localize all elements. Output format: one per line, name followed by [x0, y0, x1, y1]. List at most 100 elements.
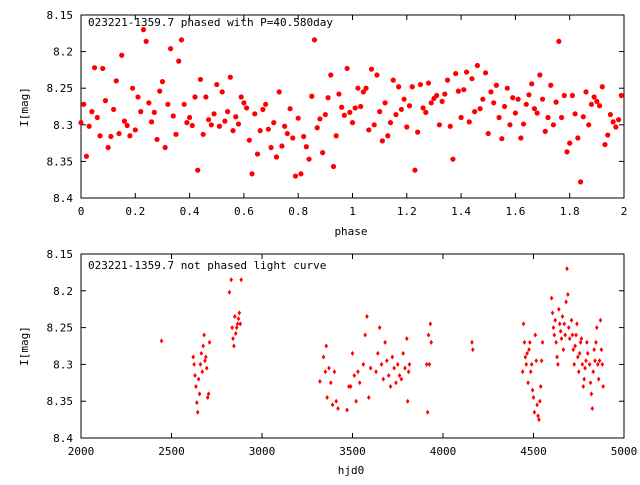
- phased-data-point: [222, 118, 228, 124]
- phased-data-point: [352, 105, 358, 111]
- unphased-data-point: [429, 339, 434, 345]
- phased-data-point: [349, 120, 356, 126]
- phased-data-point: [588, 101, 595, 107]
- phased-data-point: [548, 82, 554, 88]
- phased-data-point: [298, 171, 304, 177]
- unphased-data-point: [427, 361, 432, 367]
- unphased-data-point: [528, 369, 533, 375]
- phased-data-point: [157, 88, 163, 94]
- phased-data-point: [515, 96, 521, 102]
- unphased-data-point: [397, 372, 402, 378]
- phased-data-point: [187, 114, 193, 121]
- phased-data-point: [170, 113, 176, 119]
- unphased-data-point: [403, 365, 407, 371]
- phased-data-point: [602, 141, 608, 148]
- unphased-data-point: [525, 350, 529, 356]
- phased-data-point: [83, 153, 90, 159]
- unphased-data-point: [573, 343, 577, 349]
- phased-data-point: [529, 81, 535, 87]
- unphased-data-point: [560, 314, 565, 320]
- unphased-data-point: [227, 289, 232, 295]
- phased-data-point: [493, 82, 499, 88]
- unphased-data-point: [595, 361, 600, 367]
- phased-light-curve-panel: 023221-1359.7 phased with P=40.580day ph…: [18, 9, 627, 238]
- phased-data-point: [550, 122, 557, 128]
- unphased-data-point: [471, 347, 475, 353]
- phased-data-point: [208, 122, 214, 128]
- phased-x-axis-label: phase: [334, 225, 367, 238]
- phased-data-point: [355, 85, 361, 91]
- phased-data-point: [100, 65, 106, 72]
- phased-data-point: [499, 136, 505, 142]
- unphased-data-point: [191, 354, 196, 360]
- unphased-data-point: [594, 339, 598, 345]
- unphased-data-point: [537, 417, 541, 423]
- phased-y-tick-label: 8.15: [47, 9, 74, 22]
- phased-data-point: [181, 101, 187, 107]
- unphased-data-point: [207, 339, 212, 345]
- phased-data-point: [428, 100, 434, 106]
- phased-data-point: [102, 98, 109, 104]
- phased-data-point: [214, 81, 220, 88]
- unphased-data-point: [574, 332, 578, 338]
- phased-data-point: [162, 144, 168, 151]
- unphased-data-point: [571, 347, 576, 353]
- phased-data-point: [314, 125, 320, 131]
- unphased-data-point: [426, 332, 431, 338]
- unphased-data-point: [566, 291, 570, 297]
- unphased-data-point: [238, 321, 243, 327]
- unphased-data-point: [590, 406, 595, 412]
- unphased-data-point: [576, 369, 581, 375]
- phased-x-tick-label: 1.2: [397, 205, 417, 218]
- phased-data-point: [575, 135, 581, 141]
- phased-data-point: [368, 66, 375, 72]
- unphased-data-point: [401, 350, 405, 356]
- phased-data-point: [124, 122, 130, 129]
- phased-data-point: [455, 88, 461, 94]
- unphased-data-point: [388, 383, 393, 389]
- phased-data-point: [613, 124, 619, 130]
- unphased-data-point: [570, 332, 575, 338]
- unphased-data-point: [600, 361, 605, 367]
- unphased-data-point: [557, 321, 562, 327]
- phased-data-point: [113, 78, 119, 84]
- phased-data-point: [146, 100, 152, 106]
- phased-data-point: [91, 65, 98, 71]
- unphased-data-point: [595, 325, 599, 331]
- unphased-data-point: [198, 361, 203, 367]
- unphased-data-point: [233, 314, 237, 320]
- phased-data-point: [227, 74, 233, 80]
- unphased-data-point: [324, 343, 329, 349]
- unphased-data-point: [206, 391, 211, 397]
- unphased-data-point: [356, 369, 360, 375]
- unphased-light-curve-panel: 023221-1359.7 not phased light curve hjd…: [18, 248, 637, 477]
- phased-chart-title: 023221-1359.7 phased with P=40.580day: [88, 16, 333, 29]
- unphased-data-point: [593, 358, 597, 364]
- phased-data-point: [119, 52, 125, 58]
- unphased-data-point: [557, 306, 561, 312]
- phased-data-point: [200, 131, 206, 137]
- phased-data-point: [610, 119, 616, 125]
- unphased-data-point: [159, 338, 164, 344]
- phased-data-point: [143, 38, 149, 44]
- phased-data-point: [110, 106, 117, 113]
- phased-data-point: [268, 144, 274, 151]
- unphased-data-point: [531, 395, 536, 401]
- unphased-data-point: [379, 361, 384, 367]
- unphased-data-point: [583, 365, 587, 371]
- phased-data-point: [159, 79, 166, 85]
- unphased-data-point: [561, 347, 566, 353]
- unphased-y-tick-label: 8.3: [53, 358, 73, 371]
- unphased-data-point: [327, 365, 331, 371]
- unphased-data-point: [232, 343, 236, 349]
- unphased-data-point: [368, 365, 373, 371]
- unphased-data-point: [528, 339, 532, 345]
- unphased-data-point: [562, 321, 567, 327]
- phased-data-point: [436, 122, 442, 128]
- phased-data-point: [520, 121, 527, 127]
- phased-y-tick-label: 8.4: [53, 192, 73, 205]
- unphased-data-point: [566, 325, 571, 331]
- phased-data-point: [420, 105, 426, 111]
- unphased-data-point: [237, 310, 242, 316]
